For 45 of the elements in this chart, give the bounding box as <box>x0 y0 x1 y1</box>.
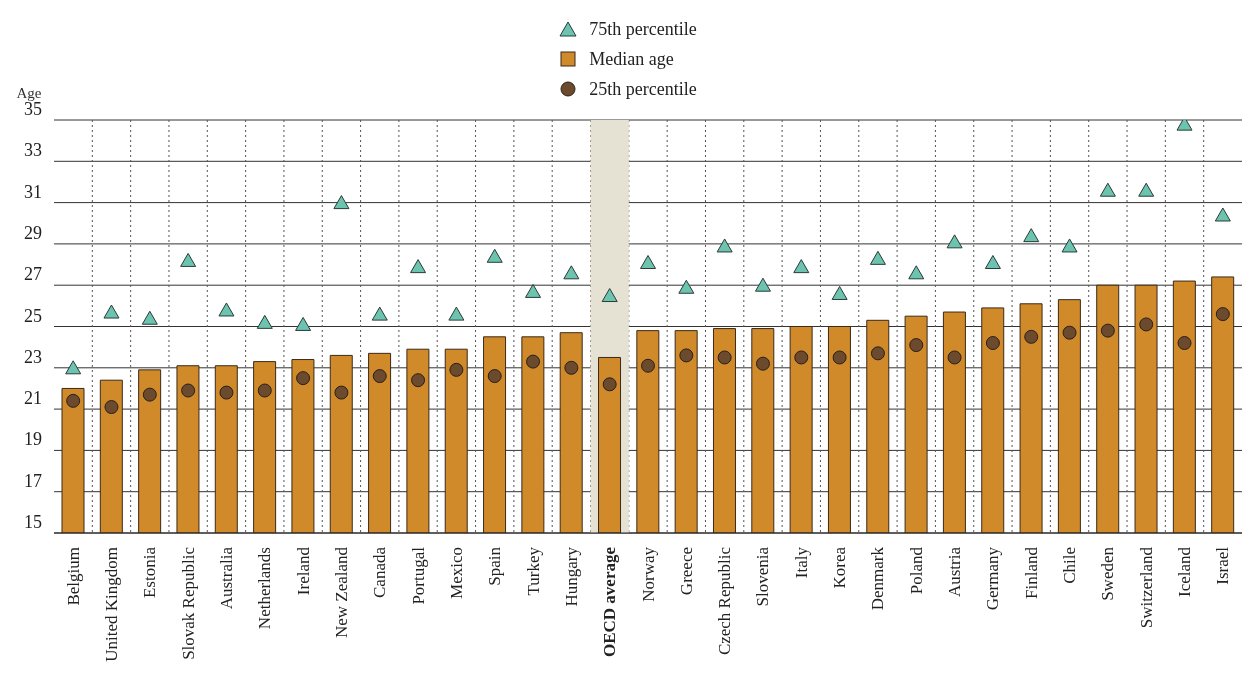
legend-label: Median age <box>589 48 674 70</box>
x-tick-label: Italy <box>791 546 811 579</box>
x-tick-label: Australia <box>216 546 236 610</box>
x-tick-label: Mexico <box>446 547 466 599</box>
x-tick-label: Estonia <box>140 546 160 598</box>
x-tick-label: Slovak Republic <box>178 546 198 660</box>
x-tick-label: Spain <box>485 546 505 586</box>
y-tick-label: 29 <box>24 222 42 243</box>
x-tick-label: New Zealand <box>331 546 351 639</box>
y-tick-label: 21 <box>24 388 42 409</box>
x-tick-label: Netherlands <box>255 547 275 630</box>
x-tick-label: Belgium <box>63 547 83 606</box>
x-tick-label: Greece <box>676 547 696 596</box>
x-tick-label: Ireland <box>293 546 313 596</box>
x-tick-label: Germany <box>983 546 1003 611</box>
y-tick-label: 15 <box>24 512 42 532</box>
y-tick-label: 17 <box>24 470 42 491</box>
x-tick-label: Austria <box>945 546 965 598</box>
x-tick-label: Switzerland <box>1136 546 1156 629</box>
x-tick-label: Korea <box>830 546 850 589</box>
legend-label: 25th percentile <box>589 78 697 100</box>
x-tick-label: United Kingdom <box>101 547 121 662</box>
y-axis-title: Age <box>16 85 42 101</box>
x-tick-label: Denmark <box>868 546 888 611</box>
x-tick-label: Canada <box>370 546 390 598</box>
x-tick-label: Sweden <box>1098 546 1118 601</box>
x-tick-label: Portugal <box>408 546 428 605</box>
y-tick-label: 19 <box>24 429 42 450</box>
y-tick-label: 27 <box>24 264 42 285</box>
y-tick-label: 33 <box>24 140 42 161</box>
x-tick-label: Iceland <box>1175 546 1195 598</box>
y-tick-label: 31 <box>24 181 42 202</box>
legend-label: 75th percentile <box>589 18 697 40</box>
x-tick-label: Norway <box>638 546 658 602</box>
x-tick-label: Poland <box>906 546 926 595</box>
x-tick-label: Chile <box>1060 547 1080 584</box>
x-tick-label: Czech Republic <box>715 546 735 656</box>
x-tick-label: Hungary <box>561 546 581 607</box>
x-tick-label: Finland <box>1021 546 1041 599</box>
x-tick-label: Slovenia <box>753 546 773 607</box>
y-tick-label: 23 <box>24 346 42 367</box>
x-tick-label: Turkey <box>523 546 543 596</box>
x-tick-label: OECD average <box>600 546 620 658</box>
x-tick-label: Israel <box>1213 546 1233 585</box>
y-tick-label: 25 <box>24 305 42 326</box>
